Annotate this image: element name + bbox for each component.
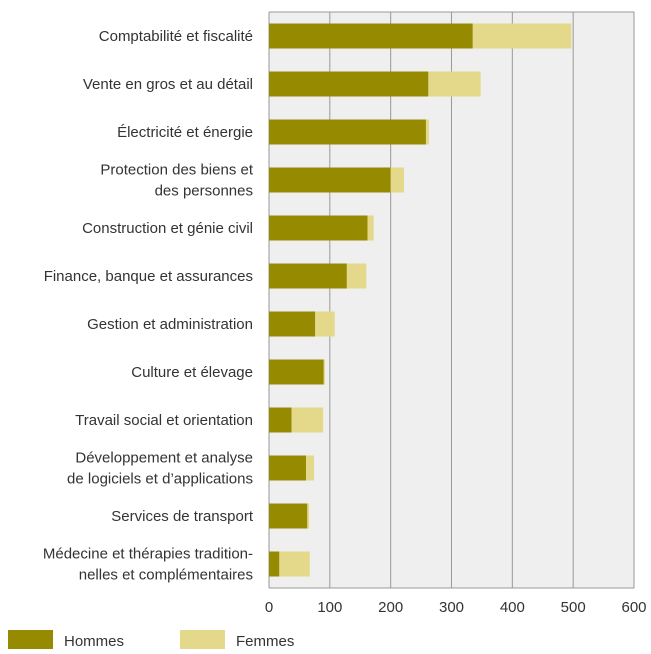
bar-femmes-2	[425, 119, 429, 145]
legend: Hommes Femmes	[8, 630, 294, 650]
category-label-5: Finance, banque et assurances	[44, 268, 253, 285]
bar-hommes-10	[269, 503, 308, 529]
category-label-3: Protection des biens et des personnes	[100, 162, 253, 200]
bar-hommes-6	[269, 311, 316, 337]
bar-hommes-8	[269, 407, 292, 433]
bar-femmes-8	[291, 407, 324, 433]
category-label-1: Vente en gros et au détail	[83, 76, 253, 93]
category-label-0: Comptabilité et fiscalité	[99, 28, 253, 45]
legend-swatch-hommes	[8, 630, 53, 649]
bar-hommes-9	[269, 455, 307, 481]
category-label-8: Travail social et orientation	[75, 412, 253, 429]
category-label-6: Gestion et administration	[87, 316, 253, 333]
x-tick-label-100: 100	[317, 599, 342, 616]
bar-femmes-6	[315, 311, 335, 337]
category-label-9: Développement et analyse de logiciels et …	[67, 450, 253, 488]
bar-hommes-11	[269, 551, 280, 577]
bar-hommes-3	[269, 167, 391, 193]
category-label-10: Services de transport	[111, 508, 254, 525]
bar-femmes-5	[346, 263, 367, 289]
bar-femmes-11	[279, 551, 310, 577]
bar-femmes-9	[306, 455, 315, 481]
x-tick-label-500: 500	[561, 599, 586, 616]
x-tick-label-400: 400	[500, 599, 525, 616]
x-tick-label-0: 0	[265, 599, 273, 616]
category-label-2: Électricité et énergie	[117, 124, 253, 141]
bar-hommes-7	[269, 359, 324, 385]
bar-femmes-1	[428, 71, 481, 97]
bar-femmes-0	[472, 23, 572, 49]
bar-hommes-5	[269, 263, 347, 289]
bars	[269, 23, 572, 577]
x-tick-label-300: 300	[439, 599, 464, 616]
grid-lines	[268, 11, 635, 589]
category-label-7: Culture et élevage	[131, 364, 253, 381]
category-label-4: Construction et génie civil	[82, 220, 253, 237]
legend-label-hommes: Hommes	[64, 633, 124, 650]
bar-femmes-10	[307, 503, 310, 529]
category-label-11: Médecine et thérapies tradition-nelles e…	[43, 546, 253, 584]
legend-swatch-femmes	[180, 630, 225, 649]
bar-hommes-2	[269, 119, 426, 145]
x-tick-label-200: 200	[378, 599, 403, 616]
bar-hommes-0	[269, 23, 473, 49]
bar-femmes-3	[390, 167, 405, 193]
bar-femmes-7	[323, 359, 325, 385]
legend-label-femmes: Femmes	[236, 633, 294, 650]
bar-femmes-4	[367, 215, 374, 241]
x-axis-ticks: 0 100 200 300 400 500 600	[265, 599, 647, 616]
category-labels: Comptabilité et fiscalité Vente en gros e…	[43, 28, 254, 584]
bar-hommes-1	[269, 71, 429, 97]
x-tick-label-600: 600	[621, 599, 646, 616]
bar-hommes-4	[269, 215, 368, 241]
